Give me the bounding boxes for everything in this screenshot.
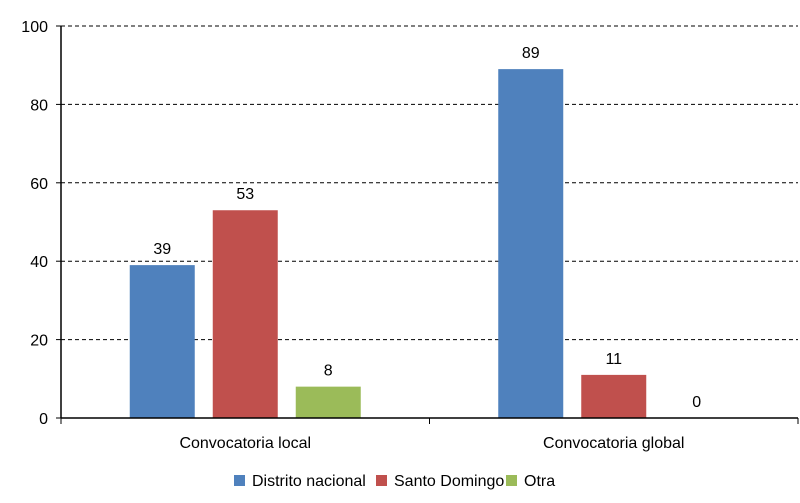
y-tick-label: 60 bbox=[30, 176, 48, 193]
bar bbox=[295, 386, 361, 418]
y-tick-label: 0 bbox=[39, 411, 48, 428]
y-tick-label: 20 bbox=[30, 333, 48, 350]
data-label: 0 bbox=[692, 394, 701, 411]
x-tick-label: Convocatoria global bbox=[543, 435, 684, 452]
legend-label: Santo Domingo bbox=[394, 473, 504, 490]
bar bbox=[498, 69, 564, 419]
y-tick-label: 100 bbox=[21, 19, 48, 36]
data-label: 39 bbox=[153, 241, 171, 258]
legend-swatch bbox=[506, 475, 517, 486]
data-label: 89 bbox=[522, 45, 540, 62]
legend-label: Distrito nacional bbox=[252, 473, 366, 490]
bar bbox=[212, 210, 278, 418]
data-label: 53 bbox=[236, 186, 254, 203]
y-tick-label: 80 bbox=[30, 97, 48, 114]
bar bbox=[581, 374, 647, 418]
legend-swatch bbox=[234, 475, 245, 486]
y-tick-label: 40 bbox=[30, 254, 48, 271]
legend: Distrito nacional Santo Domingo Otra bbox=[234, 473, 555, 490]
x-tick-label: Convocatoria local bbox=[179, 435, 311, 452]
bars bbox=[129, 69, 647, 419]
legend-label: Otra bbox=[524, 473, 555, 490]
data-label: 11 bbox=[605, 351, 622, 368]
data-label: 8 bbox=[324, 363, 333, 380]
data-labels: 39 53 8 89 11 0 bbox=[153, 45, 701, 411]
legend-swatch bbox=[376, 475, 387, 486]
bar bbox=[129, 265, 195, 418]
